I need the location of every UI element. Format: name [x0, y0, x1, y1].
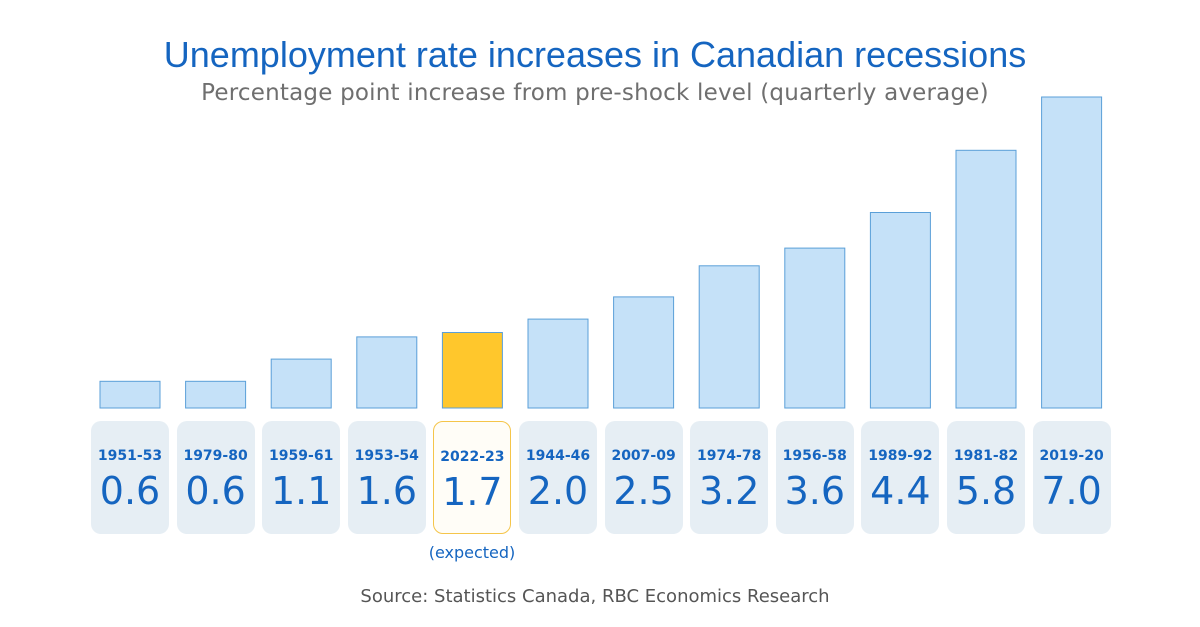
bar-1981-82 — [955, 149, 1017, 409]
value-label: 1.6 — [356, 469, 418, 513]
bar-2019-20 — [1041, 96, 1103, 409]
source-note: Source: Statistics Canada, RBC Economics… — [360, 586, 830, 607]
bar-1959-61 — [270, 358, 332, 409]
category-label: 2022-23 — [440, 449, 505, 465]
value-card-1956-58: 1956-58 3.6 — [775, 421, 854, 534]
value-label: 7.0 — [1041, 469, 1102, 513]
value-card-2007-09: 2007-09 2.5 — [604, 421, 683, 534]
value-label: 2.0 — [527, 469, 589, 513]
chart-title: Unemployment rate increases in Canadian … — [163, 34, 1027, 75]
category-label: 2007-09 — [611, 448, 676, 464]
bar-2007-09 — [613, 296, 675, 409]
value-card-1951-53: 1951-53 0.6 — [91, 421, 169, 534]
category-label: 1951-53 — [97, 448, 163, 464]
bar-1951-53 — [99, 380, 161, 409]
value-card-1981-82: 1981-82 5.8 — [947, 421, 1025, 534]
value-label: 2.5 — [613, 469, 674, 513]
bar-1979-80 — [185, 380, 247, 409]
category-label: 1989-92 — [868, 448, 933, 464]
category-label: 1979-80 — [183, 448, 248, 464]
value-card-1944-46: 1944-46 2.0 — [519, 421, 597, 534]
chart-subtitle: Percentage point increase from pre-shock… — [201, 80, 989, 106]
value-label: 3.2 — [698, 469, 760, 513]
value-label: 0.6 — [185, 469, 246, 513]
category-label: 1953-54 — [354, 448, 419, 464]
value-label: 5.8 — [955, 469, 1017, 513]
value-card-2022-23: 2022-23 1.7 — [433, 421, 512, 534]
bar-2022-23 — [441, 332, 503, 409]
value-label: 1.1 — [270, 469, 332, 513]
value-card-2019-20: 2019-20 7.0 — [1032, 421, 1111, 534]
value-card-1974-78: 1974-78 3.2 — [690, 421, 769, 534]
value-card-1979-80: 1979-80 0.6 — [176, 421, 255, 534]
bar-1956-58 — [784, 247, 846, 409]
value-label: 0.6 — [99, 469, 161, 513]
category-label: 1974-78 — [697, 448, 762, 464]
category-label: 1956-58 — [782, 448, 847, 464]
value-card-1959-61: 1959-61 1.1 — [262, 421, 341, 534]
value-card-1953-54: 1953-54 1.6 — [347, 421, 426, 534]
category-label: 1981-82 — [953, 448, 1019, 464]
bar-1974-78 — [698, 265, 760, 409]
category-label: 1959-61 — [269, 448, 334, 464]
value-card-1989-92: 1989-92 4.4 — [861, 421, 940, 534]
expected-note: (expected) — [428, 543, 516, 562]
value-label: 1.7 — [442, 470, 503, 514]
bar-1953-54 — [356, 336, 418, 409]
category-label: 1944-46 — [525, 448, 591, 464]
bar-1944-46 — [527, 318, 589, 409]
bar-1989-92 — [869, 212, 931, 409]
value-label: 3.6 — [784, 469, 846, 513]
value-label: 4.4 — [870, 469, 931, 513]
category-label: 2019-20 — [1039, 448, 1104, 464]
